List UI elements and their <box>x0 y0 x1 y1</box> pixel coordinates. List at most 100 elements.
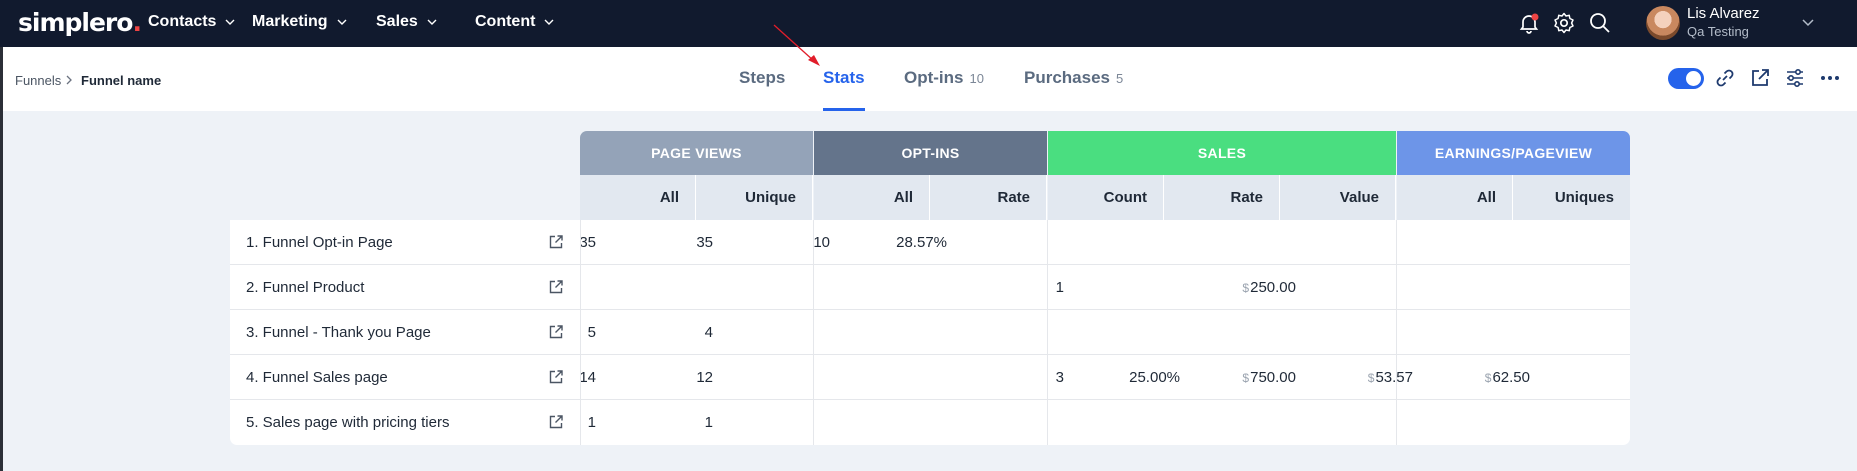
row-step-name: 4. Funnel Sales page <box>246 369 388 386</box>
tab-stats[interactable]: Stats <box>823 68 865 88</box>
nav-sales-label: Sales <box>376 13 418 30</box>
table-row: 1. Funnel Opt-in Page 35 35 10 28.57% <box>230 220 1630 265</box>
tab-purchases-label: Purchases <box>1024 68 1110 87</box>
cell-pv-all: 1 <box>587 414 596 431</box>
row-step-name: 2. Funnel Product <box>246 279 365 296</box>
divider <box>813 220 814 445</box>
cell-pv-unique: 35 <box>696 234 713 251</box>
chevron-down-icon <box>225 19 235 25</box>
currency-symbol: $ <box>1367 371 1375 385</box>
cell-pv-all: 5 <box>587 324 596 341</box>
col-pv-all: All <box>580 175 696 220</box>
chevron-down-icon <box>427 19 437 25</box>
annotation-arrow-icon <box>773 24 820 66</box>
table-row: 5. Sales page with pricing tiers 1 1 <box>230 400 1630 445</box>
chevron-down-icon <box>544 19 554 25</box>
nav-contacts[interactable]: Contacts <box>148 13 235 31</box>
left-edge <box>0 47 3 471</box>
tab-stats-label: Stats <box>823 68 865 87</box>
toggle-knob <box>1686 71 1701 86</box>
user-name[interactable]: Lis Alvarez <box>1687 5 1760 22</box>
group-page-views: PAGE VIEWS <box>580 131 813 175</box>
cell-oi-rate: 28.57% <box>896 234 947 251</box>
cell-epv-uniques: $62.50 <box>1485 369 1530 386</box>
nav-sales[interactable]: Sales <box>376 13 437 31</box>
tab-purchases-count: 5 <box>1116 71 1124 86</box>
nav-content[interactable]: Content <box>475 13 554 31</box>
cell-sales-value: $250.00 <box>1242 279 1296 296</box>
tab-steps[interactable]: Steps <box>739 68 785 88</box>
col-epv-all: All <box>1397 175 1513 220</box>
group-earnings-pageview: EARNINGS/PAGEVIEW <box>1397 131 1630 175</box>
breadcrumb-current: Funnel name <box>81 73 162 88</box>
chevron-down-icon[interactable] <box>1801 15 1815 29</box>
avatar[interactable] <box>1646 6 1680 40</box>
divider <box>1396 220 1397 445</box>
cell-sales-value: $750.00 <box>1242 369 1296 386</box>
cell-value: 53.57 <box>1375 369 1413 386</box>
user-account: Qa Testing <box>1687 24 1749 39</box>
tab-opt-ins[interactable]: Opt-ins 10 <box>904 68 984 88</box>
cell-epv-all: $53.57 <box>1368 369 1413 386</box>
chevron-right-icon <box>66 75 72 85</box>
cell-pv-all: 35 <box>579 234 596 251</box>
col-epv-uniques: Uniques <box>1513 175 1630 220</box>
col-oi-all: All <box>814 175 930 220</box>
cell-value: 750.00 <box>1250 369 1296 386</box>
external-link-icon[interactable] <box>548 234 564 250</box>
bell-icon[interactable] <box>1517 11 1541 35</box>
col-sales-value: Value <box>1280 175 1396 220</box>
external-link-icon[interactable] <box>1749 67 1771 89</box>
tab-opt-ins-label: Opt-ins <box>904 68 964 87</box>
table-body: 1. Funnel Opt-in Page 35 35 10 28.57% 2. Funn… <box>230 220 1630 445</box>
external-link-icon[interactable] <box>548 414 564 430</box>
cell-value: 62.50 <box>1492 369 1530 386</box>
cell-pv-unique: 12 <box>696 369 713 386</box>
row-step-name: 5. Sales page with pricing tiers <box>246 414 450 431</box>
table-row: 2. Funnel Product 1 $250.00 <box>230 265 1630 310</box>
settings-sliders-icon[interactable] <box>1784 67 1806 89</box>
more-options-icon[interactable] <box>1819 67 1841 89</box>
external-link-icon[interactable] <box>548 369 564 385</box>
cell-pv-unique: 1 <box>704 414 713 431</box>
logo-dot: . <box>132 8 141 37</box>
table-row: 4. Funnel Sales page 14 12 3 25.00% $750.00 $5… <box>230 355 1630 400</box>
search-icon[interactable] <box>1588 11 1612 35</box>
currency-symbol: $ <box>1484 371 1492 385</box>
cell-pv-all: 14 <box>579 369 596 386</box>
divider <box>1047 220 1048 445</box>
external-link-icon[interactable] <box>548 279 564 295</box>
breadcrumb-root[interactable]: Funnels <box>15 73 62 88</box>
link-icon[interactable] <box>1714 67 1736 89</box>
simplero-logo[interactable]: simplero. <box>18 8 142 37</box>
nav-contacts-label: Contacts <box>148 13 217 30</box>
gear-icon[interactable] <box>1552 11 1576 35</box>
tab-steps-label: Steps <box>739 68 786 87</box>
cell-oi-all: 10 <box>813 234 830 251</box>
nav-marketing-label: Marketing <box>252 13 328 30</box>
row-step-name: 3. Funnel - Thank you Page <box>246 324 431 341</box>
group-sales: SALES <box>1048 131 1396 175</box>
currency-symbol: $ <box>1242 281 1250 295</box>
active-tab-indicator <box>823 108 865 111</box>
table-row: 3. Funnel - Thank you Page 5 4 <box>230 310 1630 355</box>
row-step-name: 1. Funnel Opt-in Page <box>246 234 393 251</box>
col-oi-rate: Rate <box>930 175 1047 220</box>
top-navbar: simplero. Contacts Marketing Sales Conte… <box>0 0 1857 47</box>
funnel-active-toggle[interactable] <box>1668 68 1704 89</box>
external-link-icon[interactable] <box>548 324 564 340</box>
nav-content-label: Content <box>475 13 536 30</box>
group-opt-ins: OPT-INS <box>814 131 1047 175</box>
col-sales-count: Count <box>1048 175 1164 220</box>
nav-marketing[interactable]: Marketing <box>252 13 347 31</box>
cell-sales-count: 1 <box>1055 279 1064 296</box>
currency-symbol: $ <box>1242 371 1250 385</box>
divider <box>580 220 581 445</box>
col-pv-unique: Unique <box>696 175 813 220</box>
col-sales-rate: Rate <box>1164 175 1280 220</box>
chevron-down-icon <box>337 19 347 25</box>
cell-value: 250.00 <box>1250 279 1296 296</box>
tab-purchases[interactable]: Purchases 5 <box>1024 68 1123 88</box>
cell-pv-unique: 4 <box>704 324 713 341</box>
cell-sales-count: 3 <box>1055 369 1064 386</box>
